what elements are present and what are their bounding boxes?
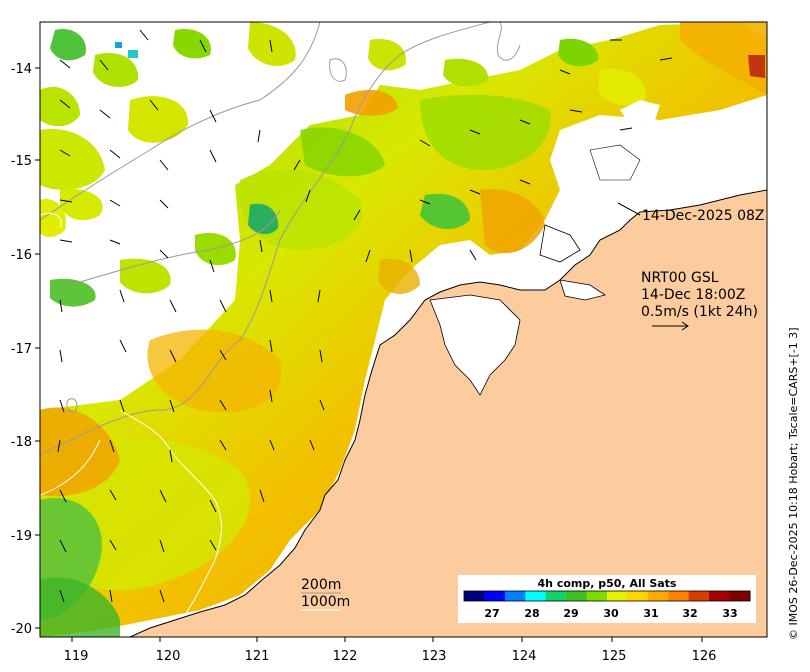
- colorbar-cell: [504, 591, 526, 601]
- depth-label-1000: 1000m: [301, 594, 350, 610]
- credit-text: © IMOS 26-Dec-2025 10:18 Hobart; Tscale=…: [787, 327, 800, 640]
- plot-frame: [39, 21, 768, 638]
- current-vectors: [57, 29, 673, 603]
- x-tick-label: 125: [602, 649, 627, 664]
- colorbar-cell: [566, 591, 588, 601]
- y-tick-label: -18: [11, 435, 32, 450]
- colorbar: 4h comp, p50, All Sats 27 28 29 30 31 32…: [458, 575, 756, 623]
- colorbar-cell: [709, 591, 731, 601]
- colorbar-title: 4h comp, p50, All Sats: [538, 577, 677, 590]
- colorbar-cell: [484, 591, 506, 601]
- y-axis: -14 -15 -16 -17 -18 -19 -20: [11, 62, 40, 637]
- map-frame: [40, 22, 767, 637]
- depth-contours: [40, 22, 521, 616]
- colorbar-cell: [729, 591, 751, 601]
- y-tick-label: -17: [11, 342, 32, 357]
- x-axis: 119 120 121 122 123 124 125 126: [64, 637, 717, 664]
- colorbar-cell: [525, 591, 547, 601]
- sst-field: [40, 22, 767, 637]
- colorbar-cell: [464, 591, 485, 601]
- colorbar-tick: 33: [722, 607, 737, 620]
- sst-time-label: 14-Dec-2025 08Z: [642, 208, 765, 224]
- x-tick-label: 123: [422, 649, 447, 664]
- colorbar-tick: 30: [603, 607, 619, 620]
- current-product-label: NRT00 GSL: [641, 270, 719, 286]
- current-time-label: 14-Dec 18:00Z: [641, 287, 745, 303]
- land-mass: [129, 189, 767, 637]
- colorbar-tick: 31: [643, 607, 658, 620]
- x-tick-label: 121: [245, 649, 270, 664]
- colorbar-cell: [688, 591, 710, 601]
- colorbar-cell: [607, 591, 628, 601]
- x-tick-label: 119: [64, 649, 89, 664]
- y-tick-label: -14: [11, 62, 32, 77]
- colorbar-tick: 28: [524, 607, 539, 620]
- x-tick-label: 122: [333, 649, 358, 664]
- y-tick-label: -16: [11, 248, 32, 263]
- colorbar-tick: 29: [563, 607, 578, 620]
- depth-label-200: 200m: [301, 577, 341, 593]
- y-tick-label: -20: [11, 622, 32, 637]
- current-scale-label: 0.5m/s (1kt 24h): [641, 304, 758, 320]
- scale-arrow-icon: [652, 321, 689, 331]
- colorbar-cell: [668, 591, 690, 601]
- colorbar-cell: [647, 591, 669, 601]
- colorbar-tick: 32: [682, 607, 697, 620]
- x-tick-label: 124: [512, 649, 537, 664]
- y-tick-label: -19: [11, 529, 32, 544]
- x-tick-label: 126: [692, 649, 717, 664]
- colorbar-cells: [464, 591, 751, 601]
- colorbar-tick: 27: [484, 607, 499, 620]
- colorbar-cell: [586, 591, 608, 601]
- x-tick-label: 120: [156, 649, 181, 664]
- colorbar-cell: [627, 591, 649, 601]
- y-tick-label: -15: [11, 154, 32, 169]
- colorbar-cell: [545, 591, 567, 601]
- pointer-line: [617, 202, 641, 216]
